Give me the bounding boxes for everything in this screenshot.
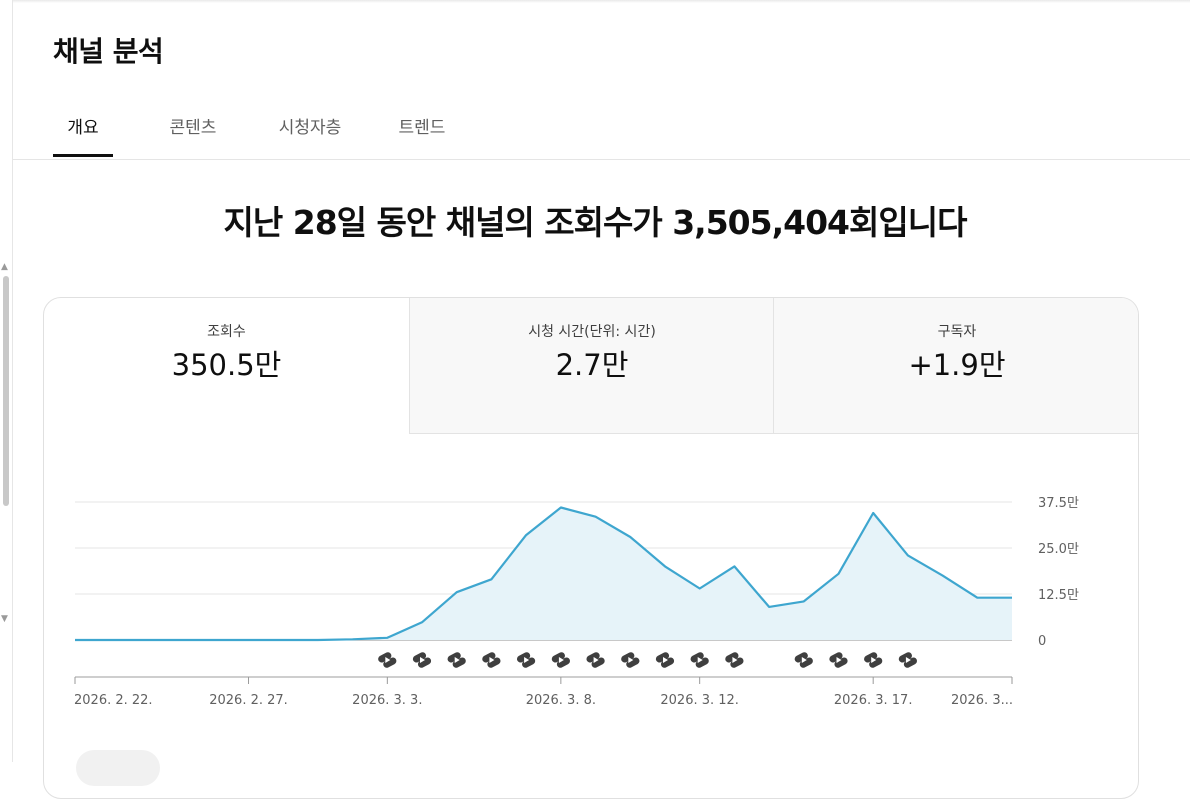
y-tick-label: 12.5만 xyxy=(1038,588,1079,603)
shorts-icon[interactable] xyxy=(516,651,537,669)
shorts-icon[interactable] xyxy=(481,651,502,669)
shorts-icon[interactable] xyxy=(724,651,745,669)
x-tick-label: 2026. 3. 17. xyxy=(834,693,913,708)
shorts-icon[interactable] xyxy=(585,651,606,669)
shorts-icon[interactable] xyxy=(898,651,919,669)
shorts-icon[interactable] xyxy=(655,651,676,669)
x-tick-label: 2026. 3. 8. xyxy=(526,693,596,708)
shorts-icon[interactable] xyxy=(551,651,572,669)
shorts-icon[interactable] xyxy=(412,651,433,669)
views-area xyxy=(75,508,1012,641)
shorts-icon[interactable] xyxy=(863,651,884,669)
y-tick-label: 37.5만 xyxy=(1038,496,1079,511)
y-tick-label: 0 xyxy=(1038,634,1046,649)
x-tick-label: 2026. 3. 12. xyxy=(660,693,739,708)
y-tick-label: 25.0만 xyxy=(1038,542,1079,557)
shorts-icon[interactable] xyxy=(793,651,814,669)
shorts-icon[interactable] xyxy=(620,651,641,669)
shorts-icon[interactable] xyxy=(689,651,710,669)
x-tick-label: 2026. 3... xyxy=(951,693,1013,708)
shorts-icon[interactable] xyxy=(446,651,467,669)
shorts-icon[interactable] xyxy=(828,651,849,669)
x-tick-label: 2026. 2. 22. xyxy=(74,693,153,708)
views-chart[interactable]: 0 12.5만 25.0만 37.5만 2026. 2. 22. 2026. 2. 27.… xyxy=(0,0,1190,762)
x-tick-label: 2026. 2. 27. xyxy=(209,693,288,708)
x-tick-label: 2026. 3. 3. xyxy=(352,693,422,708)
shorts-icon[interactable] xyxy=(377,651,398,669)
see-more-button[interactable] xyxy=(76,750,160,786)
